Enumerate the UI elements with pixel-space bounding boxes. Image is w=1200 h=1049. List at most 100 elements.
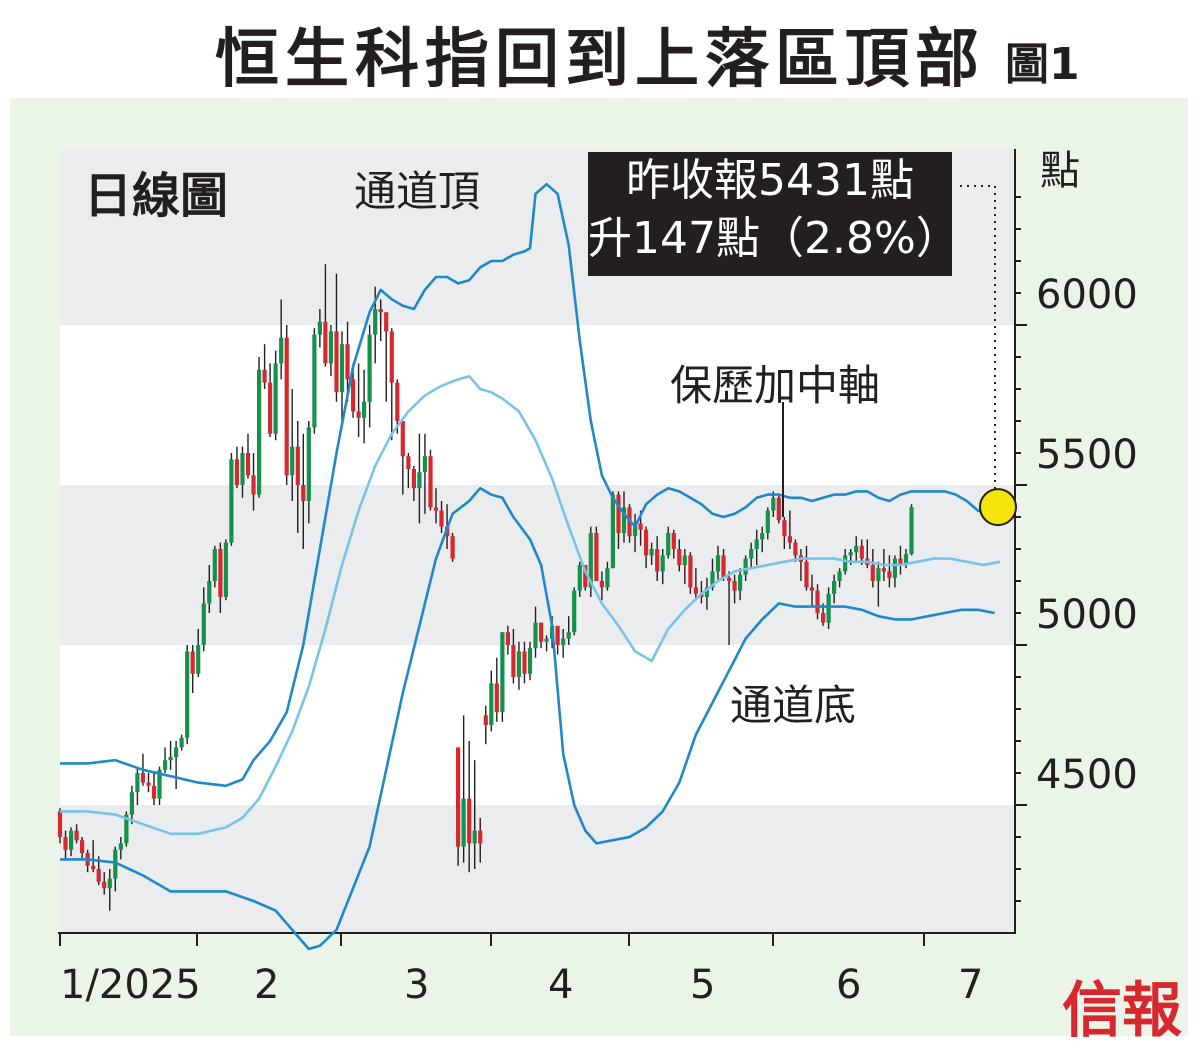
- candle-body-137: [815, 590, 820, 613]
- candle-body-46: [312, 334, 317, 428]
- candle-body-27: [207, 581, 212, 604]
- candle-body-66: [422, 456, 427, 473]
- candle-body-7: [96, 869, 101, 882]
- candle-body-96: [588, 533, 593, 588]
- candle-body-102: [621, 507, 627, 533]
- candle-body-58: [378, 309, 383, 313]
- candle-body-41: [284, 337, 289, 476]
- candle-body-140: [832, 581, 837, 594]
- y-axis-unit: 點: [1040, 148, 1080, 194]
- candle-body-84: [522, 651, 527, 674]
- candle-body-132: [787, 536, 792, 543]
- candle-body-60: [389, 331, 394, 383]
- candle-body-6: [91, 865, 96, 869]
- candle-body-81: [505, 632, 510, 645]
- candle-body-36: [257, 369, 262, 495]
- candle-body-113: [682, 555, 687, 565]
- last-close-text: 昨收報5431點: [626, 155, 914, 206]
- candle-body-150: [887, 571, 892, 578]
- lower-band-label: 通道底: [730, 681, 857, 730]
- candle-body-22: [179, 737, 184, 748]
- candle-body-65: [417, 472, 422, 489]
- candle-body-26: [201, 603, 206, 645]
- candle-body-129: [771, 497, 776, 511]
- candle-body-90: [555, 625, 560, 645]
- grid-band-2: [60, 805, 1015, 933]
- candle-body-127: [760, 533, 765, 540]
- candle-body-91: [561, 638, 566, 645]
- candle-body-51: [339, 344, 345, 393]
- candle-body-3: [74, 830, 79, 841]
- candle-body-43: [295, 446, 300, 485]
- candle-body-68: [433, 507, 439, 511]
- candle-body-19: [163, 760, 168, 770]
- candle-body-49: [328, 331, 333, 364]
- candle-body-141: [837, 571, 842, 581]
- candle-body-17: [151, 785, 157, 799]
- candle-body-110: [666, 533, 671, 556]
- candle-body-82: [511, 645, 516, 677]
- candle-body-35: [251, 475, 256, 495]
- candle-body-2: [69, 830, 74, 850]
- candle-body-52: [345, 344, 350, 380]
- candle-body-79: [494, 683, 499, 713]
- candle-body-87: [539, 622, 544, 642]
- candle-body-20: [168, 757, 173, 761]
- candle-body-78: [489, 683, 494, 725]
- panel-label: 日線圖: [84, 168, 229, 224]
- candle-body-124: [743, 558, 748, 575]
- candle-body-106: [644, 529, 649, 556]
- candle-body-8: [102, 881, 107, 889]
- candle-body-147: [870, 565, 875, 581]
- candle-body-57: [373, 309, 378, 335]
- candle-body-121: [727, 577, 732, 581]
- candle-body-32: [234, 459, 239, 485]
- candle-body-80: [500, 632, 505, 713]
- candle-body-10: [113, 849, 118, 879]
- candle-body-114: [688, 555, 693, 588]
- candle-body-25: [196, 645, 201, 674]
- candle-body-126: [754, 539, 759, 549]
- candle-body-105: [638, 523, 643, 530]
- candle-body-11: [118, 843, 123, 850]
- candle-body-72: [456, 747, 461, 847]
- candle-body-18: [157, 769, 162, 799]
- candle-body-13: [129, 792, 134, 815]
- x-tick-label-jun: 6: [836, 962, 862, 1008]
- x-tick-label-apr: 4: [548, 962, 574, 1008]
- y-tick-label-5000: 5000: [1036, 592, 1138, 638]
- x-tick-label-jul: 7: [958, 962, 984, 1008]
- candle-body-62: [400, 421, 405, 457]
- candle-body-99: [605, 568, 610, 588]
- candle-body-117: [704, 587, 709, 597]
- candle-body-101: [616, 494, 621, 533]
- candle-body-144: [854, 545, 859, 553]
- upper-band-label: 通道頂: [354, 167, 481, 216]
- candle-body-54: [356, 411, 361, 418]
- candle-body-40: [279, 337, 284, 364]
- candle-body-88: [544, 638, 549, 642]
- candle-body-154: [909, 507, 914, 555]
- last-close-marker: [979, 488, 1017, 527]
- candle-body-83: [516, 651, 521, 677]
- candle-body-119: [715, 555, 721, 572]
- candle-body-30: [223, 542, 228, 597]
- middle-band-label: 保歷加中軸: [670, 361, 881, 410]
- x-tick-label-may: 5: [690, 962, 716, 1008]
- candle-body-142: [843, 555, 848, 572]
- candle-body-107: [649, 549, 654, 556]
- candle-body-130: [776, 497, 781, 521]
- change-text: 升147點（2.8%）: [588, 213, 960, 264]
- candle-body-92: [566, 632, 571, 639]
- candle-body-64: [411, 469, 416, 489]
- candle-body-29: [218, 549, 223, 597]
- candle-body-14: [135, 773, 140, 793]
- candle-body-153: [903, 554, 909, 565]
- candle-body-97: [594, 533, 599, 581]
- candle-body-9: [107, 878, 112, 889]
- candle-body-136: [809, 587, 815, 591]
- candle-body-67: [428, 456, 433, 508]
- candle-body-77: [483, 715, 488, 725]
- middle-band-line: [60, 374, 1001, 836]
- candle-body-24: [190, 651, 195, 674]
